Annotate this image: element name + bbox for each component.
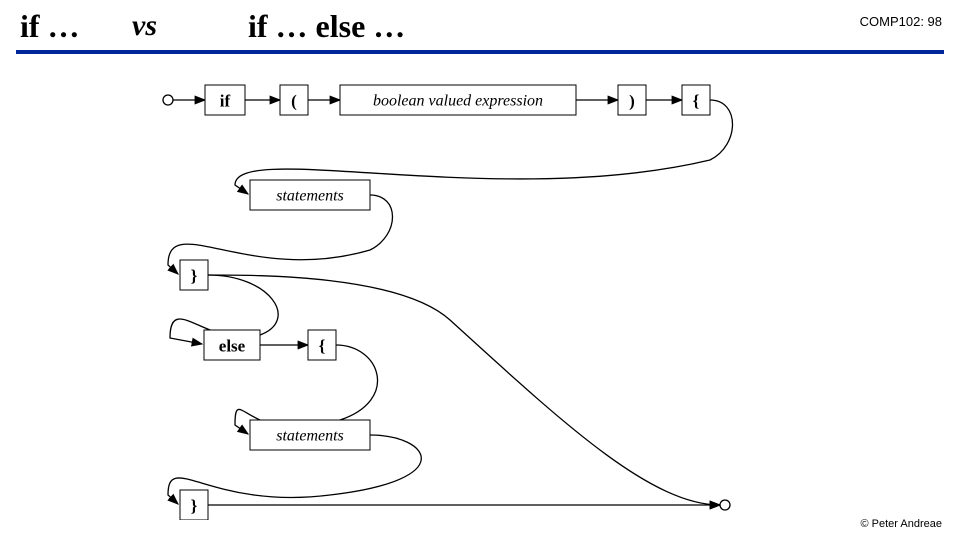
title-if-else: if … else … (248, 8, 405, 45)
syntax-diagram: if ( boolean valued expression) { statements… (0, 60, 960, 520)
node-label-lbrace2: { (319, 337, 326, 356)
node-end (720, 500, 730, 510)
node-label-stmts2: statements (276, 428, 344, 445)
footer-copyright: © Peter Andreae (861, 518, 943, 530)
node-label-expr: boolean valued expression (373, 93, 543, 110)
node-label-lparen: ( (291, 92, 297, 111)
node-label-if: if (220, 92, 231, 111)
title-underline (16, 50, 944, 54)
node-label-else: else (219, 337, 246, 356)
title-if: if … (20, 8, 80, 45)
title-vs: vs (132, 9, 157, 43)
node-label-lbrace1: { (693, 92, 700, 111)
node-label-stmts1: statements (276, 188, 344, 205)
course-label: COMP102: 98 (860, 14, 942, 29)
node-label-rbrace2: } (191, 497, 198, 516)
node-label-rparen: ) (629, 92, 635, 111)
node-start (163, 95, 173, 105)
node-label-rbrace1: } (191, 267, 198, 286)
